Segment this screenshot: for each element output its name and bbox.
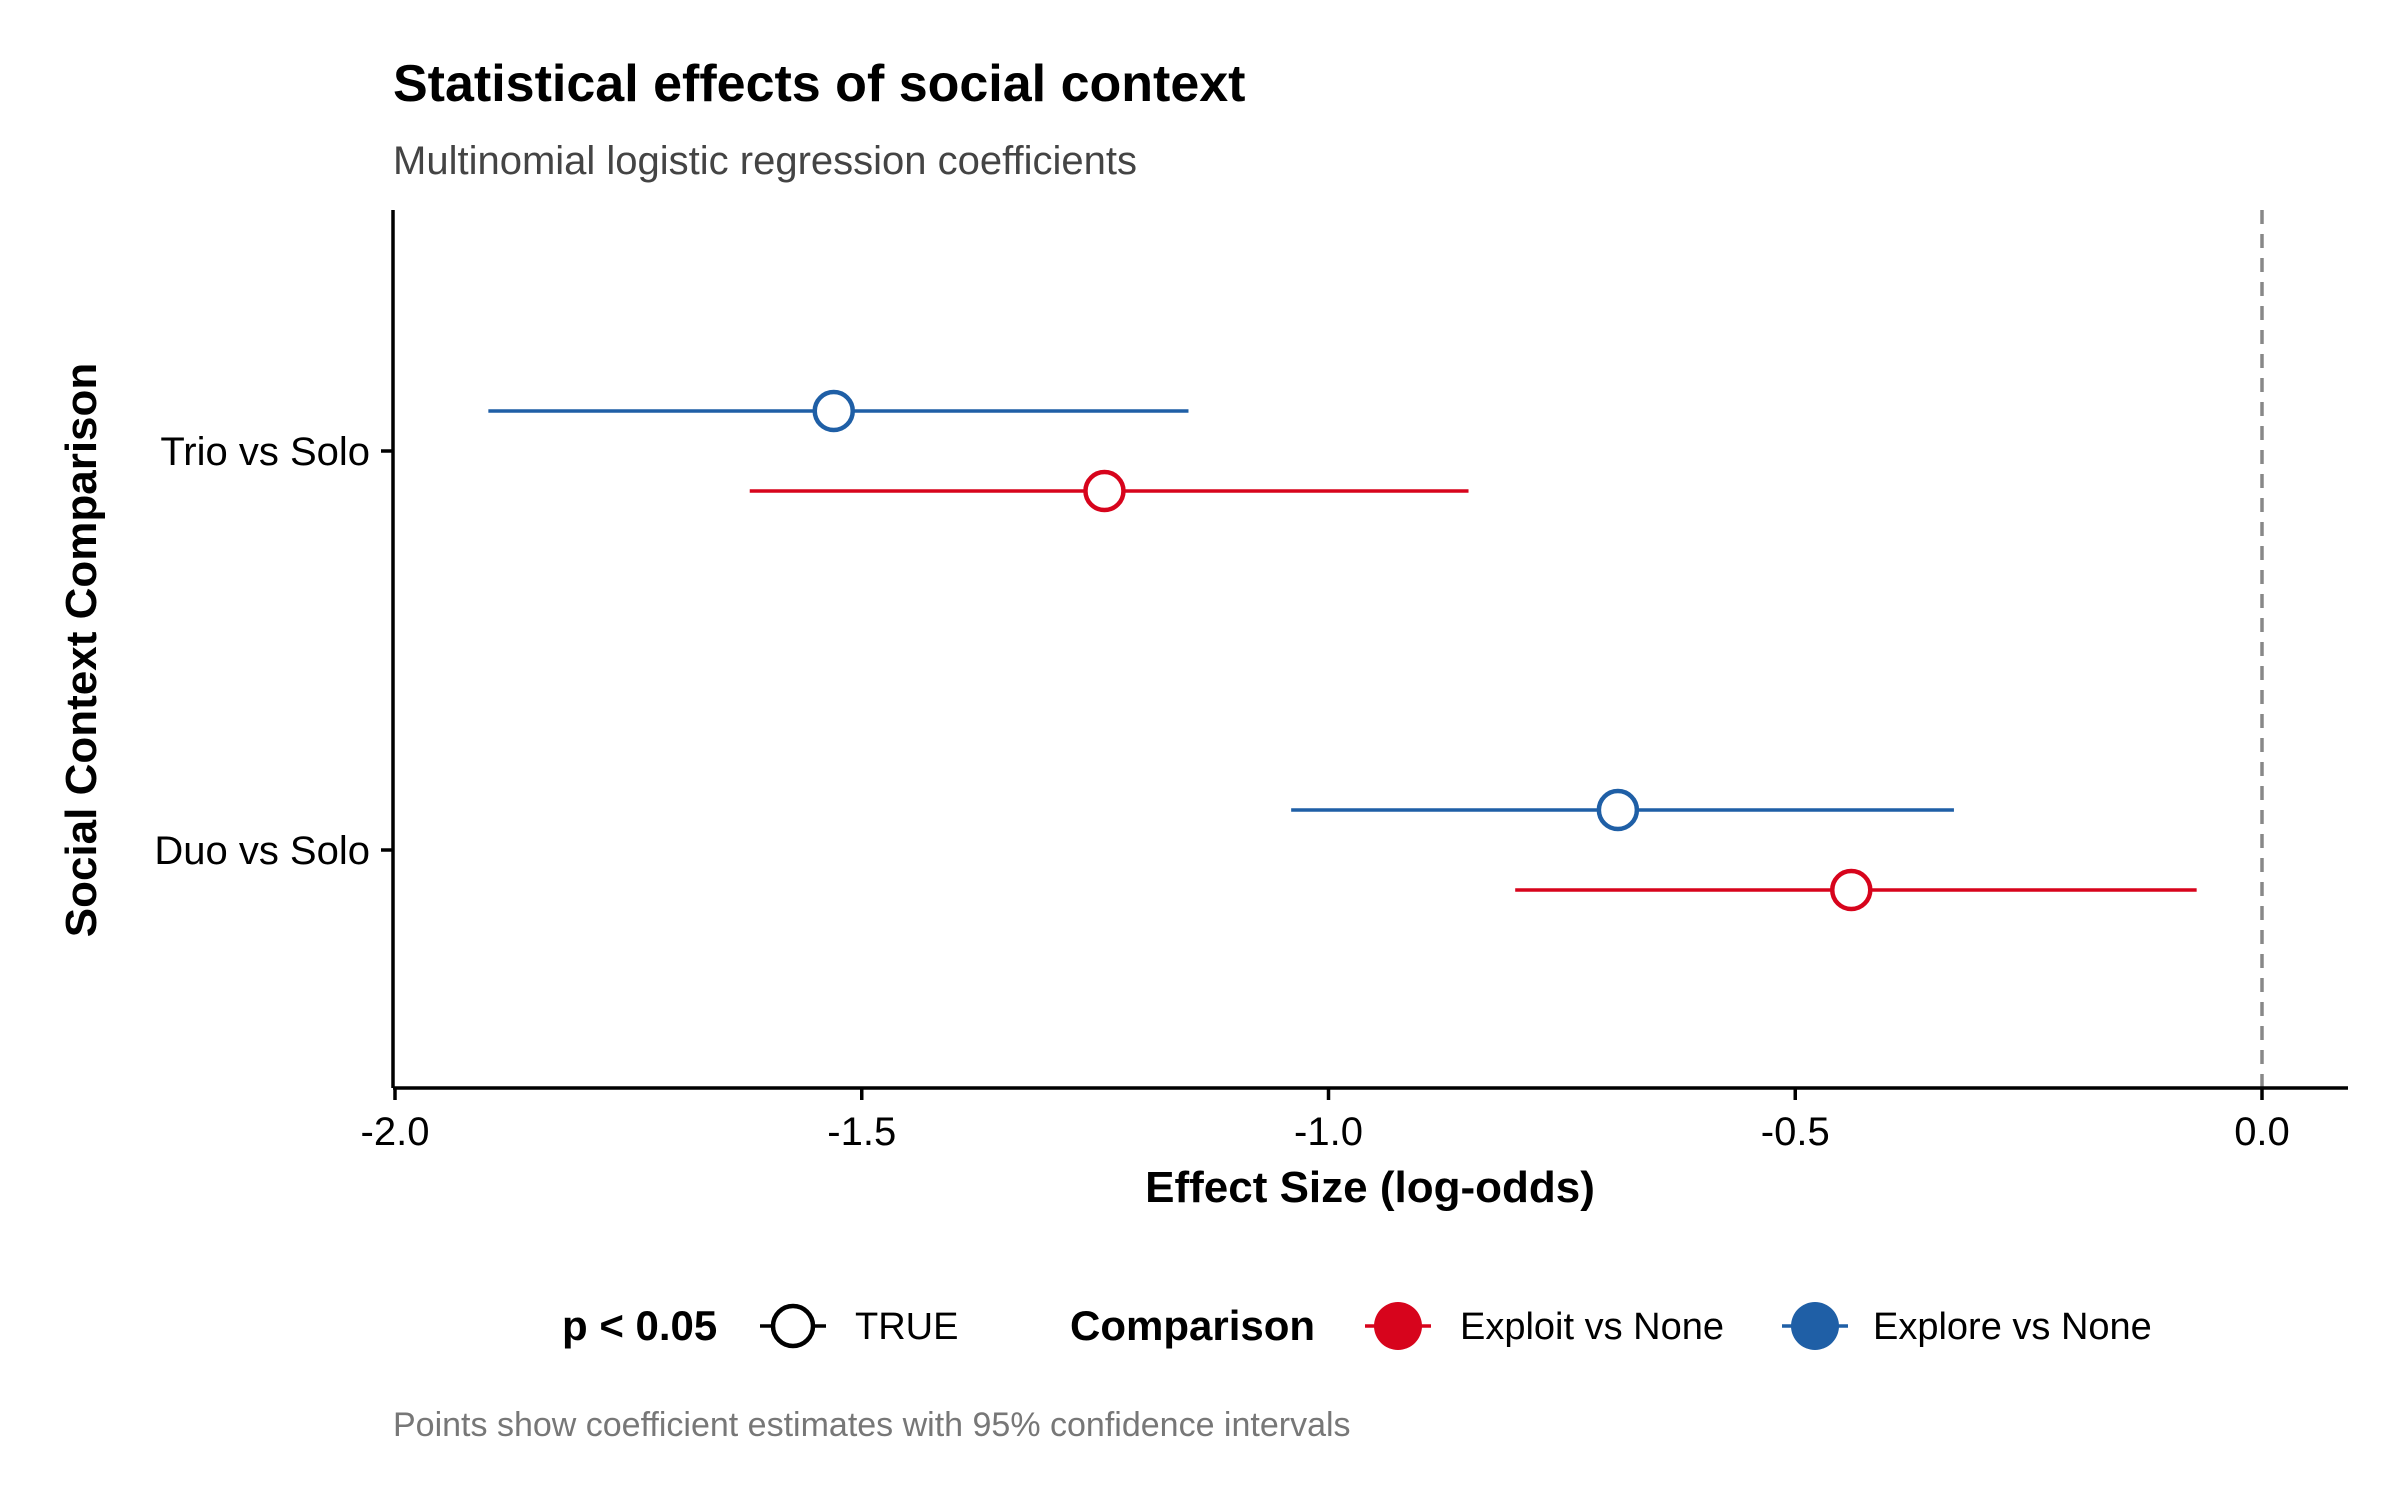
estimate-point	[1830, 868, 1873, 912]
x-axis-title: Effect Size (log-odds)	[1145, 1163, 1595, 1212]
legend-comparison-title: Comparison	[1070, 1302, 1315, 1349]
legend-exploit-label: Exploit vs None	[1460, 1306, 1724, 1348]
x-tick-label: 0.0	[2234, 1110, 2290, 1154]
legend-significance-label: TRUE	[855, 1306, 958, 1348]
x-tick-label: -1.5	[827, 1110, 896, 1154]
estimate-point	[1596, 788, 1640, 832]
x-tick-label: -0.5	[1761, 1110, 1830, 1154]
y-axis-title: Social Context Comparison	[57, 363, 106, 938]
chart-title: Statistical effects of social context	[393, 55, 1246, 113]
y-tick-label: Duo vs Solo	[154, 829, 370, 873]
y-tick-label: Trio vs Solo	[160, 430, 370, 474]
chart-subtitle: Multinomial logistic regression coeffici…	[393, 139, 1137, 183]
plot-area: -2.0 -1.5 -1.0 -0.5 0.0 Trio vs Solo Duo vs So…	[154, 210, 2348, 1154]
legend-exploit-key-dot	[1374, 1302, 1422, 1350]
legend-explore-key-dot	[1791, 1302, 1839, 1350]
x-tick-label: -2.0	[361, 1110, 430, 1154]
chart-caption: Points show coefficient estimates with 9…	[393, 1406, 1351, 1444]
legend-explore-label: Explore vs None	[1873, 1306, 2152, 1348]
estimate-point	[1083, 469, 1126, 513]
x-tick-label: -1.0	[1294, 1110, 1363, 1154]
legend-significance-title: p < 0.05	[562, 1302, 717, 1349]
estimate-point	[812, 389, 855, 433]
legend: p < 0.05 TRUE Comparison Exploit vs None…	[562, 1302, 2152, 1350]
legend-significance-key-circle	[770, 1303, 816, 1349]
